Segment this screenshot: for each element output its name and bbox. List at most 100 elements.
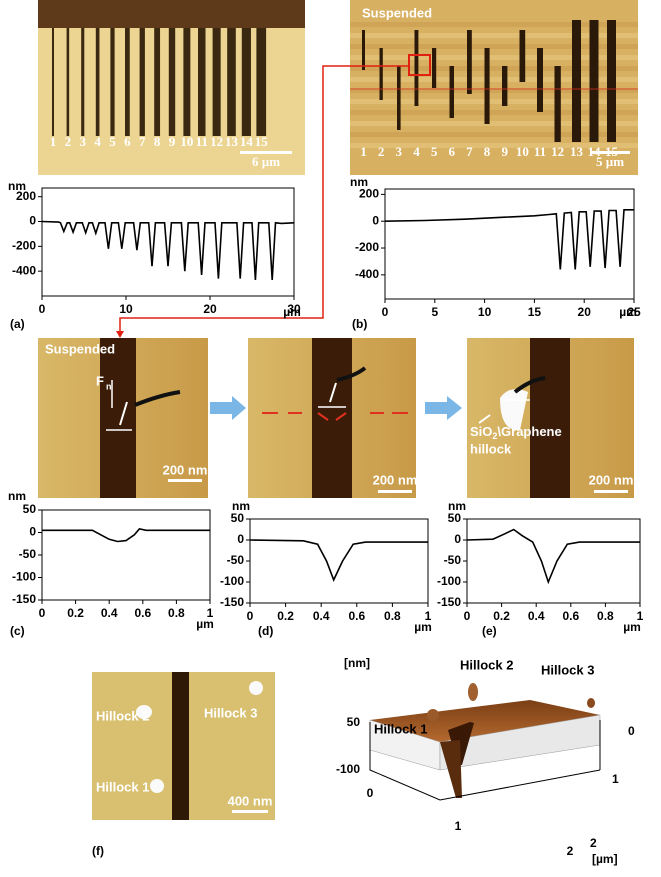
- x-tick-label: 1: [637, 609, 644, 623]
- plot-frame: [384, 188, 635, 300]
- stripe: [110, 28, 115, 136]
- stripe-number: 13: [570, 144, 584, 159]
- x-tick-label: 20: [203, 302, 217, 316]
- stripe: [432, 48, 437, 88]
- force-label: F: [96, 373, 104, 388]
- profile-line: [42, 528, 210, 543]
- x-tick-label: 0.6: [348, 609, 365, 623]
- y-tick-label: -150: [220, 595, 244, 609]
- stripe: [66, 28, 70, 136]
- stripe: [379, 48, 383, 100]
- z-tick-label: -100: [336, 762, 360, 776]
- stripe-number: 7: [139, 134, 146, 149]
- stripe: [572, 20, 581, 142]
- z-tick-label: 50: [347, 715, 361, 729]
- hillock-label: Hillock 2: [96, 708, 149, 723]
- stripe-number: 3: [80, 134, 87, 149]
- stripe: [154, 28, 161, 136]
- y-tick-label: -400: [12, 263, 36, 277]
- y-tick-label: 0: [628, 724, 635, 738]
- x-axis-unit: µm: [283, 305, 301, 319]
- y-tick-label: -50: [19, 547, 37, 561]
- profile-line: [466, 528, 640, 585]
- band: [350, 110, 638, 115]
- scale-label: 5 µm: [596, 154, 624, 169]
- stripe: [502, 66, 508, 106]
- stripe: [467, 30, 472, 94]
- x-tick-label: 1: [455, 819, 462, 833]
- x-tick-label: 0: [39, 302, 46, 316]
- image-c: Suspended F n 200 nm: [38, 338, 208, 498]
- x-tick-label: 0: [39, 606, 46, 620]
- x-tick-label: 25: [627, 305, 641, 319]
- image-f: Hillock 2 Hillock 3 Hillock 1 400 nm: [92, 672, 275, 820]
- plot-frame: [466, 518, 641, 604]
- axis-unit: [µm]: [592, 852, 618, 866]
- stripe-number: 5: [109, 134, 116, 149]
- panel-label: (e): [482, 624, 497, 638]
- band: [350, 121, 638, 126]
- stripe: [537, 48, 543, 112]
- stripe-number: 4: [413, 144, 420, 159]
- x-tick-label: 0.4: [313, 609, 330, 623]
- y-axis-unit: nm: [448, 499, 466, 513]
- y-tick-label: -150: [12, 592, 36, 606]
- annotation: hillock: [470, 441, 512, 456]
- y-tick-label: -200: [12, 239, 36, 253]
- stripe: [52, 28, 54, 136]
- stripe-number: 14: [240, 134, 254, 149]
- hillock-label: Hillock 3: [541, 662, 594, 677]
- band: [350, 55, 638, 60]
- x-tick-label: 0.2: [67, 606, 84, 620]
- band: [350, 66, 638, 71]
- annotation: Suspended: [45, 341, 115, 356]
- y-tick-label: 200: [359, 187, 379, 201]
- stripe-number: 6: [124, 134, 131, 149]
- stripe: [241, 28, 251, 136]
- x-axis-unit: µm: [623, 620, 641, 634]
- stripe-number: 3: [396, 144, 403, 159]
- y-tick-label: 50: [448, 511, 462, 525]
- plot-frame: [41, 187, 295, 297]
- stripe: [589, 20, 599, 142]
- x-tick-label: 0.6: [134, 606, 151, 620]
- x-tick-label: 0: [367, 786, 374, 800]
- x-tick-label: 2: [567, 844, 574, 858]
- stripe-number: 12: [551, 144, 564, 159]
- hillock-label: Hillock 1: [374, 721, 427, 736]
- x-tick-label: 0.2: [277, 609, 294, 623]
- x-tick-label: 30: [287, 302, 301, 316]
- stripe-number: 11: [196, 134, 208, 149]
- image-e: SiO2\Graphene hillock 200 nm: [467, 338, 634, 498]
- x-tick-label: 0: [464, 609, 471, 623]
- y-tick-label: 0: [454, 532, 461, 546]
- profile-line: [249, 539, 428, 582]
- y-axis-unit: nm: [350, 175, 368, 189]
- stripe-number: 10: [180, 134, 193, 149]
- x-tick-label: 20: [578, 305, 592, 319]
- stripe: [198, 28, 206, 136]
- panel-label: (f): [92, 844, 104, 858]
- y-tick-label: -50: [444, 553, 462, 567]
- x-tick-label: 1: [425, 609, 432, 623]
- x-tick-label: 0.8: [168, 606, 185, 620]
- annotation: Suspended: [362, 5, 432, 20]
- stripe-number: 1: [50, 134, 57, 149]
- scale-label: 400 nm: [228, 793, 273, 808]
- stripe: [484, 48, 490, 124]
- band: [350, 88, 638, 93]
- hillock-label: Hillock 1: [96, 779, 149, 794]
- hillock-label: Hillock 3: [204, 705, 257, 720]
- panel-label: (b): [352, 317, 367, 331]
- stripe: [212, 28, 221, 136]
- hillock-label: Hillock 2: [460, 657, 513, 672]
- stripe-number: 12: [210, 134, 223, 149]
- y-tick-label: -100: [220, 574, 244, 588]
- profile-line: [384, 209, 634, 270]
- stripe-number: 15: [255, 134, 269, 149]
- stripe-number: 6: [449, 144, 456, 159]
- x-tick-label: 0: [247, 609, 254, 623]
- band: [350, 77, 638, 82]
- band: [350, 44, 638, 49]
